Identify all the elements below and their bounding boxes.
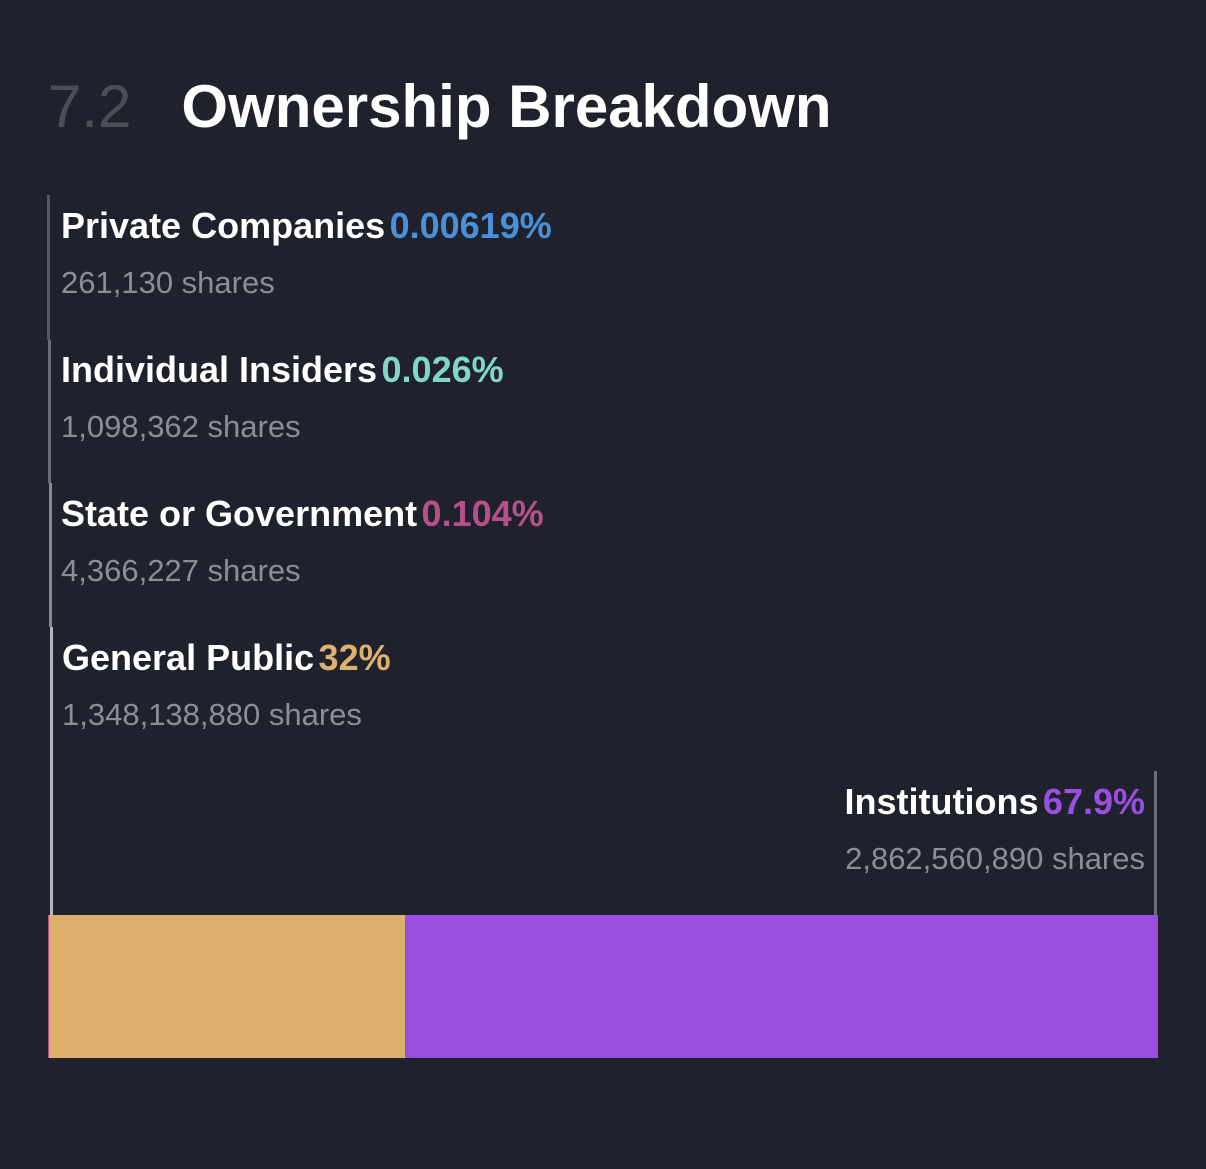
leader-line-private-companies — [47, 195, 50, 340]
section-heading: 7.2 Ownership Breakdown — [48, 72, 832, 141]
leader-line-state-government — [49, 483, 52, 627]
legend-percent: 0.00619% — [389, 205, 552, 246]
legend-shares: 2,862,560,890 shares — [845, 841, 1145, 876]
bar-segment-institutions — [404, 915, 1158, 1058]
legend-label: Individual Insiders — [61, 349, 378, 390]
legend-item-institutions: Institutions 67.9% 2,862,560,890 shares — [844, 781, 1145, 877]
legend-percent: 32% — [318, 637, 391, 678]
legend-percent: 0.104% — [421, 493, 544, 534]
leader-line-general-public — [50, 627, 53, 915]
legend-shares: 261,130 shares — [61, 265, 275, 300]
bar-segment-general-public — [49, 915, 405, 1058]
legend-item-state-government: State or Government 0.104% 4,366,227 sha… — [61, 493, 544, 589]
legend-percent: 0.026% — [381, 349, 504, 390]
legend-item-individual-insiders: Individual Insiders 0.026% 1,098,362 sha… — [61, 349, 504, 445]
leader-line-institutions — [1154, 771, 1157, 915]
legend-label: Private Companies — [61, 205, 386, 246]
legend-label: Institutions — [844, 781, 1039, 822]
legend-label: General Public — [62, 637, 315, 678]
legend-item-general-public: General Public 32% 1,348,138,880 shares — [62, 637, 391, 733]
legend-item-private-companies: Private Companies 0.00619% 261,130 share… — [61, 205, 552, 301]
legend-percent: 67.9% — [1042, 781, 1145, 822]
section-number: 7.2 — [48, 73, 132, 140]
ownership-stacked-bar — [48, 915, 1158, 1058]
legend-shares: 4,366,227 shares — [61, 553, 301, 588]
legend-shares: 1,348,138,880 shares — [62, 697, 362, 732]
legend-shares: 1,098,362 shares — [61, 409, 301, 444]
legend-label: State or Government — [61, 493, 418, 534]
bar-segment-state-or-government — [48, 915, 50, 1058]
leader-line-individual-insiders — [48, 340, 51, 483]
page-title: Ownership Breakdown — [181, 73, 832, 140]
